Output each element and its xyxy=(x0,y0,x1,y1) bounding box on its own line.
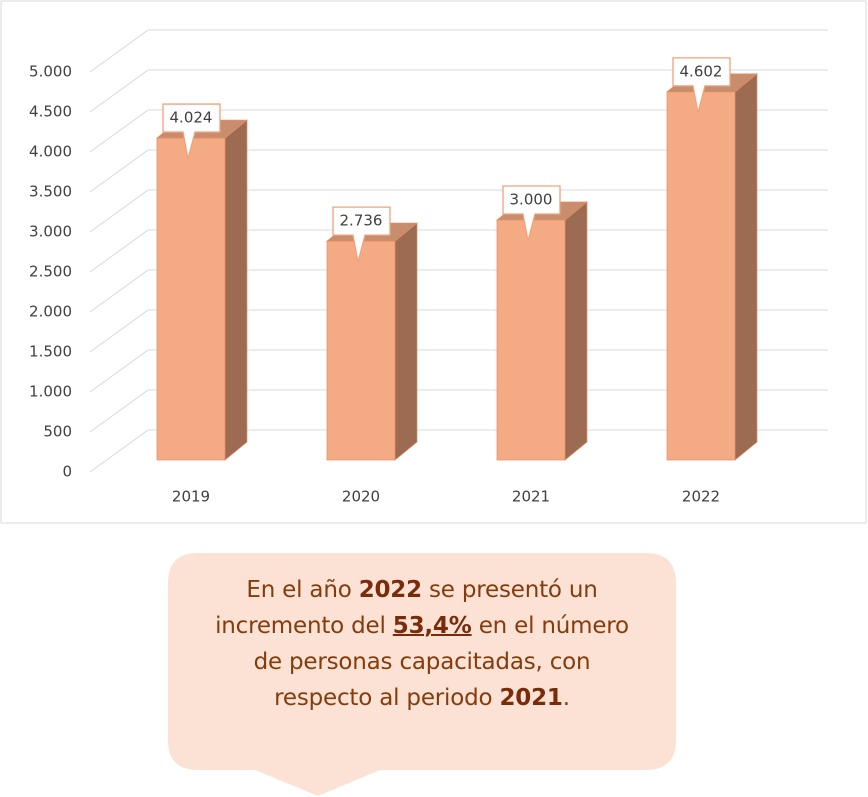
y-tick-label: 0 xyxy=(62,463,72,481)
text: . xyxy=(562,685,570,711)
plot: 0 500 1.000 1.500 2.000 2.500 3.000 3.500 4.000 4… xyxy=(29,29,828,506)
bar-side xyxy=(734,73,758,461)
data-label: 2.736 xyxy=(340,212,383,230)
bar-side xyxy=(564,201,588,461)
x-tick-label: 2021 xyxy=(512,488,550,506)
bar xyxy=(326,240,396,461)
y-tick-label: 1.000 xyxy=(29,383,72,401)
y-tick-label: 2.000 xyxy=(29,303,72,321)
text: se presentó un xyxy=(421,577,598,603)
y-tick-label: 4.000 xyxy=(29,143,72,161)
grid-line xyxy=(89,429,828,473)
data-label-box xyxy=(332,206,391,263)
y-tick-label: 500 xyxy=(43,423,72,441)
grid-line xyxy=(89,309,828,353)
grid-line xyxy=(89,109,828,153)
text: En el año xyxy=(246,577,359,603)
text: 53,4% xyxy=(392,613,472,639)
grid-line xyxy=(89,349,828,393)
grid-line xyxy=(89,29,828,73)
bar xyxy=(666,91,736,461)
callout-text: En el año 2022 se presentó un incremento … xyxy=(168,572,676,716)
grid-line xyxy=(89,389,828,433)
text: respecto al periodo xyxy=(274,685,500,711)
x-tick-label: 2020 xyxy=(342,488,380,506)
x-tick-label: 2019 xyxy=(172,488,210,506)
y-tick-label: 1.500 xyxy=(29,343,72,361)
grid-line xyxy=(89,69,828,113)
bar-side xyxy=(394,222,418,461)
text: 2022 xyxy=(358,577,422,603)
bar xyxy=(496,219,566,461)
text: en el número xyxy=(471,613,629,639)
grid-line xyxy=(89,269,828,313)
data-label-box xyxy=(672,57,731,114)
callout-box xyxy=(168,553,676,796)
text: de personas capacitadas, con xyxy=(253,649,591,675)
y-tick-label: 3.500 xyxy=(29,183,72,201)
y-tick-label: 3.000 xyxy=(29,223,72,241)
data-label-box xyxy=(162,103,221,160)
data-label: 4.602 xyxy=(680,62,723,80)
data-label-box xyxy=(502,185,561,242)
data-label: 4.024 xyxy=(170,109,213,127)
grid-line xyxy=(89,189,828,233)
grid-line xyxy=(89,149,828,193)
y-tick-label: 5.000 xyxy=(29,63,72,81)
data-label: 3.000 xyxy=(510,191,553,209)
y-tick-label: 2.500 xyxy=(29,263,72,281)
text: 2021 xyxy=(499,685,563,711)
y-tick-label: 4.500 xyxy=(29,103,72,121)
grid-line xyxy=(89,229,828,273)
bar xyxy=(156,137,226,461)
x-tick-label: 2022 xyxy=(682,488,720,506)
bar-side xyxy=(224,119,248,461)
text: incremento del xyxy=(215,613,393,639)
